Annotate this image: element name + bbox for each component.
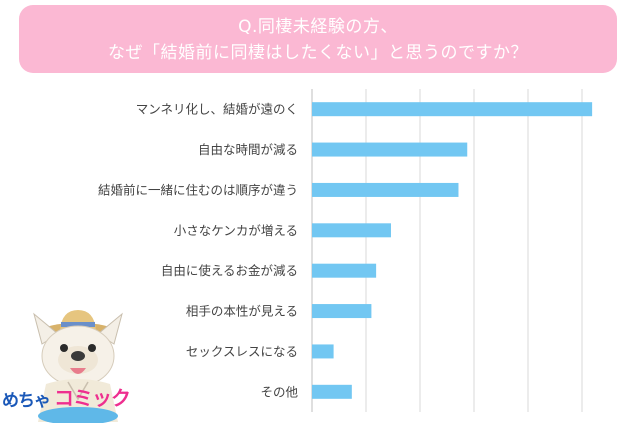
question-banner: Q.同棲未経験の方、 なぜ「結婚前に同棲はしたくない」と思うのですか？ <box>19 5 617 73</box>
bar <box>312 223 391 238</box>
category-label: セックスレスになる <box>186 344 298 359</box>
bar <box>312 182 459 197</box>
bulldog-mascot-icon <box>33 310 123 423</box>
bar <box>312 304 372 319</box>
chart-bars <box>312 102 593 399</box>
bar <box>312 384 352 399</box>
category-label: 相手の本性が見える <box>186 304 298 319</box>
mechacomic-logo: めちゃ コミック <box>2 380 142 418</box>
category-label: その他 <box>260 384 298 399</box>
logo-part-1: めちゃ <box>2 391 51 411</box>
bar <box>312 102 593 117</box>
chart-grid <box>311 89 583 412</box>
chart-category-labels: マンネリ化し、結婚が遠のく自由な時間が減る結婚前に一緒に住むのは順序が違う小さな… <box>98 102 299 400</box>
category-label: 自由な時間が減る <box>198 142 298 157</box>
question-line-2: なぜ「結婚前に同棲はしたくない」と思うのですか？ <box>108 43 528 63</box>
bar <box>312 142 468 157</box>
category-label: 自由に使えるお金が減る <box>161 263 298 278</box>
category-label: 結婚前に一緒に住むのは順序が違う <box>98 182 298 197</box>
logo-part-2: コミック <box>54 386 131 410</box>
question-line-1: Q.同棲未経験の方、 <box>238 17 398 37</box>
bar <box>312 263 377 278</box>
category-label: マンネリ化し、結婚が遠のく <box>136 102 298 117</box>
bar <box>312 344 334 359</box>
category-label: 小さなケンカが増える <box>174 223 298 238</box>
